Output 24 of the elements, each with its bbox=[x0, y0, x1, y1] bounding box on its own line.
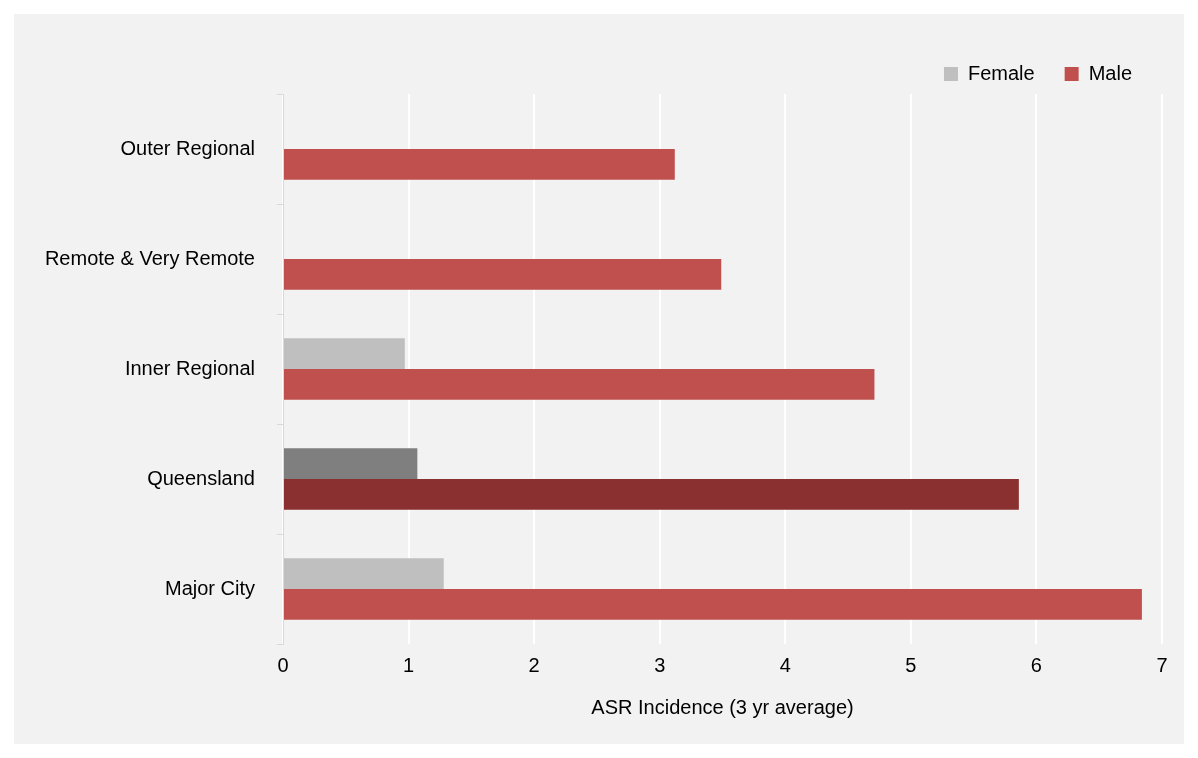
x-tick-label: 6 bbox=[1030, 653, 1042, 676]
legend-label: Male bbox=[1088, 61, 1133, 84]
y-tick-label: Major City bbox=[164, 576, 255, 599]
y-tick-label: Outer Regional bbox=[120, 136, 255, 159]
bar bbox=[284, 338, 405, 369]
bar bbox=[284, 448, 418, 479]
bar bbox=[284, 558, 444, 589]
bar bbox=[284, 589, 1142, 620]
bar bbox=[284, 479, 1019, 510]
x-tick-label: 3 bbox=[654, 653, 666, 676]
x-tick-label: 1 bbox=[403, 653, 415, 676]
y-tick-label: Queensland bbox=[147, 466, 255, 489]
x-tick-label: 4 bbox=[779, 653, 791, 676]
bar bbox=[284, 259, 722, 290]
bar bbox=[284, 149, 675, 180]
y-tick-label: Remote & Very Remote bbox=[44, 246, 255, 269]
x-tick-label: 5 bbox=[905, 653, 917, 676]
x-tick-label: 2 bbox=[528, 653, 540, 676]
legend-label: Female bbox=[967, 61, 1035, 84]
bar bbox=[284, 369, 875, 400]
x-tick-label: 0 bbox=[277, 653, 289, 676]
y-tick-label: Inner Regional bbox=[124, 356, 255, 379]
x-axis-title: ASR Incidence (3 yr average) bbox=[591, 695, 854, 718]
x-tick-label: 7 bbox=[1156, 653, 1168, 676]
